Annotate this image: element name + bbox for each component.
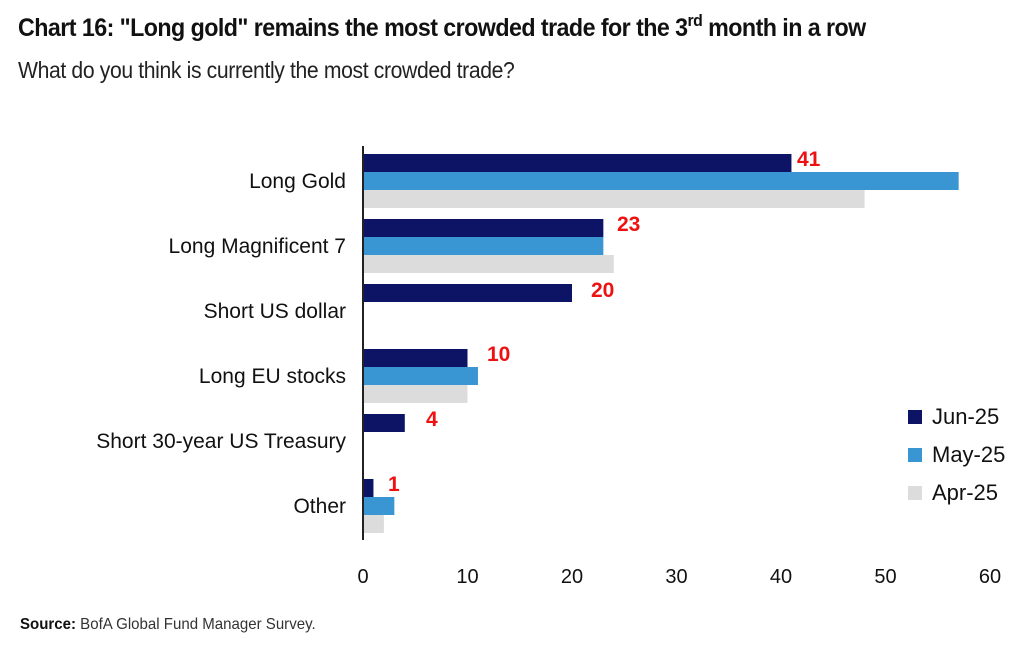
legend-swatch-jun — [908, 410, 922, 424]
bar-apr — [363, 515, 384, 533]
legend-label-may: May-25 — [932, 442, 1006, 467]
legend-item-apr: Apr-25 — [908, 474, 1005, 512]
data-label: 20 — [591, 279, 614, 302]
chart-title: Chart 16: "Long gold" remains the most c… — [18, 11, 866, 43]
data-label: 1 — [388, 473, 400, 496]
legend-label-apr: Apr-25 — [932, 480, 999, 505]
x-tick-label: 30 — [665, 566, 687, 588]
legend: Jun-25 May-25 Apr-25 — [908, 398, 1005, 512]
title-superscript: rd — [687, 11, 703, 30]
bar-may — [363, 497, 395, 515]
category-label: Long Magnificent 7 — [169, 235, 346, 258]
category-label: Long Gold — [249, 170, 346, 193]
bar-may — [363, 367, 478, 385]
source-note: Source: BofA Global Fund Manager Survey. — [20, 616, 316, 634]
x-tick-label: 0 — [357, 566, 368, 588]
bar-apr — [363, 385, 468, 403]
data-label: 10 — [487, 343, 510, 366]
bars-group — [363, 154, 959, 533]
legend-swatch-may — [908, 448, 922, 462]
bar-jun — [363, 349, 468, 367]
chart-subtitle: What do you think is currently the most … — [18, 57, 515, 83]
legend-item-may: May-25 — [908, 436, 1005, 474]
x-tick-label: 20 — [561, 566, 583, 588]
x-tick-label: 60 — [979, 566, 1001, 588]
data-label: 41 — [797, 148, 821, 171]
bar-jun — [363, 219, 604, 237]
bar-jun — [363, 414, 405, 432]
category-labels: Long Gold Long Magnificent 7 Short US doll… — [96, 170, 346, 518]
x-axis-ticks: 0 10 20 30 40 50 60 — [357, 566, 1001, 588]
category-label: Long EU stocks — [199, 365, 346, 388]
title-text: Chart 16: "Long gold" remains the most c… — [18, 14, 688, 42]
data-label: 23 — [617, 213, 640, 236]
legend-swatch-apr — [908, 486, 922, 500]
category-label: Other — [293, 495, 346, 518]
bar-jun — [363, 284, 572, 302]
bar-jun — [363, 154, 792, 172]
bar-jun — [363, 479, 374, 497]
legend-label-jun: Jun-25 — [932, 404, 1000, 429]
data-label: 4 — [426, 408, 438, 431]
category-label: Short US dollar — [204, 300, 346, 323]
source-label: Source: — [20, 616, 77, 633]
title-text-end: month in a row — [702, 14, 866, 42]
bar-apr — [363, 190, 865, 208]
source-text: BofA Global Fund Manager Survey. — [76, 616, 316, 633]
x-tick-label: 40 — [770, 566, 792, 588]
x-tick-label: 50 — [874, 566, 896, 588]
x-tick-label: 10 — [456, 566, 478, 588]
legend-item-jun: Jun-25 — [908, 398, 1005, 436]
bar-apr — [363, 255, 614, 273]
category-label: Short 30-year US Treasury — [96, 430, 346, 453]
bar-may — [363, 237, 604, 255]
bar-may — [363, 172, 959, 190]
